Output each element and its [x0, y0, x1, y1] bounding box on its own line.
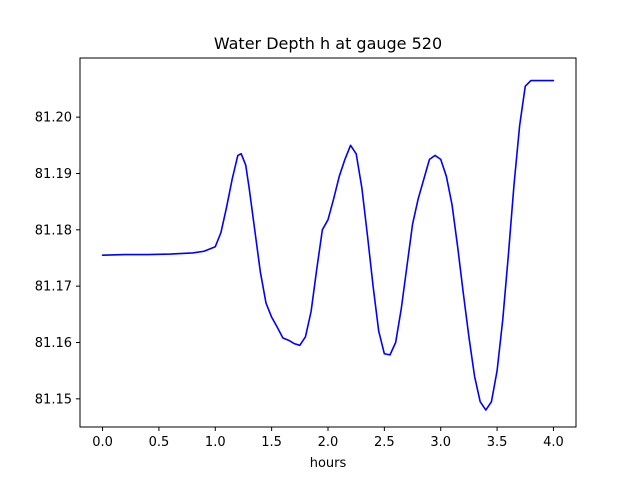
x-tick-label: 4.0 [543, 435, 564, 450]
x-tick-label: 2.5 [374, 435, 395, 450]
x-axis-ticks: 0.0 0.5 1.0 1.5 2.0 2.5 3.0 3.5 4.0 [92, 427, 564, 450]
series-line-0 [101, 79, 555, 411]
chart-title: Water Depth h at gauge 520 [214, 34, 442, 53]
y-tick-label: 81.15 [35, 392, 72, 407]
x-tick-label: 0.5 [149, 435, 170, 450]
y-tick-label: 81.19 [35, 167, 72, 182]
y-tick-label: 81.16 [35, 336, 72, 351]
y-tick-label: 81.20 [35, 111, 72, 126]
y-axis-ticks: 81.15 81.16 81.17 81.18 81.19 81.20 [35, 111, 80, 407]
y-tick-label: 81.18 [35, 223, 72, 238]
x-tick-label: 2.0 [318, 435, 339, 450]
x-tick-label: 1.0 [205, 435, 226, 450]
x-tick-label: 3.0 [430, 435, 451, 450]
x-axis-label: hours [310, 456, 347, 471]
x-tick-label: 3.5 [487, 435, 508, 450]
x-tick-label: 1.5 [261, 435, 282, 450]
y-tick-label: 81.17 [35, 280, 72, 295]
x-tick-label: 0.0 [92, 435, 113, 450]
